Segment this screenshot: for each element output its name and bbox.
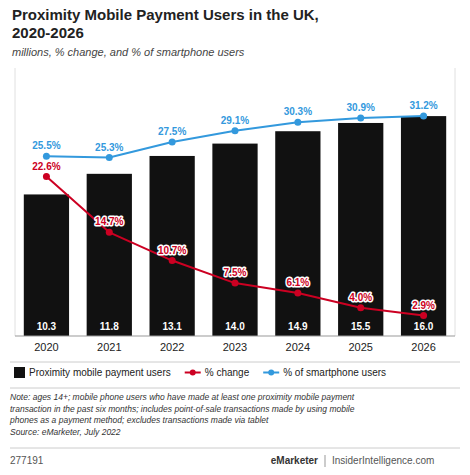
- line-marker: [43, 173, 50, 180]
- bar-label: 16.0: [414, 321, 434, 332]
- bar-label: 13.1: [162, 321, 182, 332]
- line-marker: [169, 139, 176, 146]
- chart-container: Proximity Mobile Payment Users in the UK…: [0, 0, 470, 475]
- x-tick-label: 2020: [34, 341, 58, 353]
- line-label: 30.9%: [347, 102, 375, 113]
- x-tick-label: 2023: [223, 341, 247, 353]
- footer-left: 277191: [10, 455, 44, 466]
- line-label: 6.1%: [286, 277, 309, 288]
- note-line: transaction in the past six months; incl…: [10, 404, 355, 414]
- line-marker: [43, 153, 50, 160]
- y2-axis-line: [455, 68, 456, 336]
- line-label: 31.2%: [409, 100, 437, 111]
- bar-label: 15.5: [351, 321, 371, 332]
- note-line: Source: eMarketer, July 2022: [10, 427, 121, 437]
- chart-svg: Proximity Mobile Payment Users in the UK…: [0, 0, 470, 475]
- line-label: 29.1%: [221, 115, 249, 126]
- line-label: 2.9%: [412, 300, 435, 311]
- x-tick-label: 2021: [97, 341, 121, 353]
- line-marker: [232, 280, 239, 287]
- line-label: 4.0%: [349, 292, 372, 303]
- title-line: 2020-2026: [12, 24, 84, 41]
- footer-separator: [10, 448, 460, 449]
- line-marker: [420, 312, 427, 319]
- legend-swatch: [14, 367, 25, 378]
- legend-swatch-marker: [190, 370, 196, 376]
- line-label: 25.3%: [95, 142, 123, 153]
- x-tick-label: 2024: [286, 341, 310, 353]
- bar-label: 14.0: [225, 321, 245, 332]
- line-label: 14.7%: [95, 216, 123, 227]
- note-line: Note: ages 14+; mobile phone users who h…: [10, 392, 355, 402]
- data-labels: 10.3 11.8 13.1 14.0 14.9 15.5 16.0 22.6% 14.7% 10…: [32, 100, 438, 332]
- line-label: 30.3%: [284, 106, 312, 117]
- line-marker: [420, 112, 427, 119]
- footer-center: eMarketer: [271, 455, 318, 466]
- bar: [401, 116, 446, 336]
- legend-swatch-marker: [268, 370, 274, 376]
- page: {"chart_data": { "type": "bar", "title":…: [0, 0, 470, 475]
- bar: [24, 194, 69, 336]
- legend-item: Proximity mobile payment users: [14, 367, 171, 378]
- line-marker: [169, 257, 176, 264]
- line-marker: [357, 115, 364, 122]
- note: Note: ages 14+; mobile phone users who h…: [9, 392, 355, 437]
- note-line: phones as a payment method; excludes tra…: [9, 415, 269, 425]
- line-label: 22.6%: [32, 161, 60, 172]
- bar: [87, 174, 132, 336]
- legend-label: % change: [205, 367, 250, 378]
- x-tick-label: 2025: [348, 341, 372, 353]
- line-label: 7.5%: [224, 267, 247, 278]
- legend-item: % change: [185, 367, 250, 378]
- line-marker: [294, 289, 301, 296]
- line-marker: [294, 119, 301, 126]
- y-axis-line: [15, 68, 16, 336]
- bar-label: 11.8: [100, 321, 119, 332]
- legend-label: Proximity mobile payment users: [29, 367, 171, 378]
- x-tick-label: 2022: [160, 341, 184, 353]
- bar-label: 10.3: [37, 321, 57, 332]
- x-axis-line: [15, 336, 455, 337]
- bar-label: 14.9: [288, 321, 308, 332]
- line-label: 27.5%: [158, 126, 186, 137]
- line: [46, 177, 423, 316]
- legend-separator: [10, 362, 460, 363]
- x-tick-label: 2026: [411, 341, 435, 353]
- line-marker: [232, 127, 239, 134]
- line-label: 10.7%: [158, 245, 186, 256]
- line-marker: [106, 154, 113, 161]
- title: Proximity Mobile Payment Users in the UK…: [12, 6, 319, 41]
- bar: [212, 144, 257, 336]
- bar: [275, 131, 320, 336]
- plot-marks: [24, 112, 446, 336]
- line-label: 25.5%: [32, 140, 60, 151]
- subtitle: millions, % change, and % of smartphone …: [12, 46, 245, 58]
- note-separator: [10, 388, 460, 389]
- title-line: Proximity Mobile Payment Users in the UK…: [12, 6, 319, 23]
- footer-right: InsiderIntelligence.com: [332, 455, 434, 466]
- line-marker: [106, 229, 113, 236]
- line-marker: [357, 304, 364, 311]
- footer-divider: [325, 455, 326, 467]
- legend-label: % of smartphone users: [283, 367, 386, 378]
- legend-item: % of smartphone users: [263, 367, 386, 378]
- bar: [150, 156, 195, 336]
